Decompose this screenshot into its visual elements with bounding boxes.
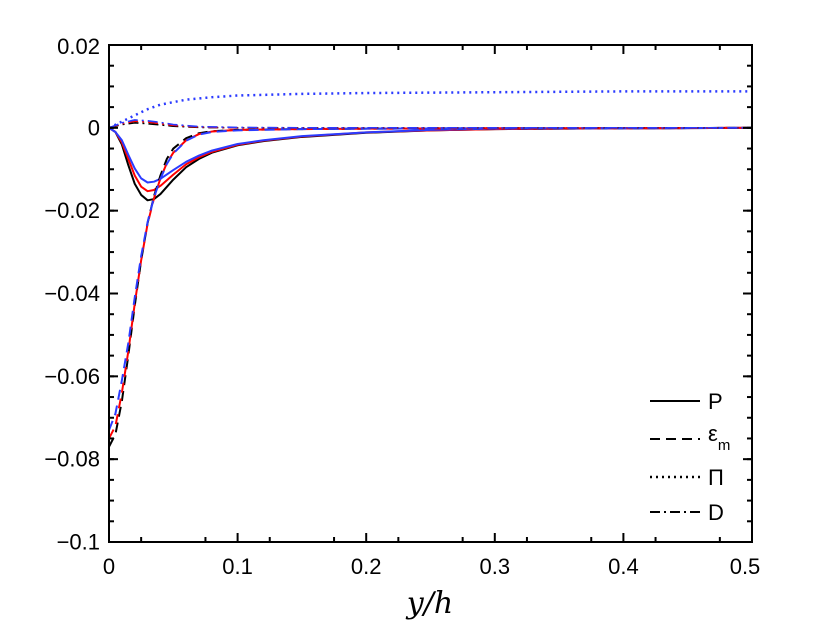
x-tick-labels: 0 0.1 0.2 0.3 0.4 0.5 <box>103 554 760 579</box>
legend-label-p: P <box>708 389 723 414</box>
y-tick-label: −0.08 <box>44 447 100 472</box>
x-tick-label: 0.1 <box>222 554 253 579</box>
y-tick-label: −0.02 <box>44 198 100 223</box>
y-tick-label: −0.06 <box>44 364 100 389</box>
y-tick-label: 0.02 <box>57 34 100 59</box>
series-line-dashdot-red <box>108 120 752 129</box>
series-line-dashdot-blue <box>108 119 752 129</box>
x-tick-label: 0 <box>103 554 115 579</box>
y-tick-label: −0.1 <box>57 530 100 555</box>
axis-ticks <box>108 44 753 543</box>
series-line-solid-black <box>108 126 753 202</box>
x-tick-label: 0.2 <box>351 554 382 579</box>
series-line-solid-red <box>108 126 753 193</box>
series-line-dashed-black <box>108 126 753 448</box>
legend: P εm Π D <box>650 389 730 525</box>
series-line-solid-blue <box>108 126 753 184</box>
legend-label-epsilon-m: εm <box>708 421 730 454</box>
series-line-dashed-blue <box>108 126 753 431</box>
x-tick-label: 0.4 <box>608 554 639 579</box>
legend-label-d: D <box>708 500 724 525</box>
plot-frame <box>108 44 753 543</box>
x-axis-title: y/h <box>405 586 453 621</box>
series-layer <box>108 90 753 448</box>
y-tick-label: −0.04 <box>44 281 100 306</box>
series-line-dashed-red <box>108 126 753 439</box>
x-tick-label: 0.3 <box>480 554 511 579</box>
y-tick-labels: −0.1 −0.08 −0.06 −0.04 −0.02 0 0.02 <box>44 34 100 555</box>
x-tick-label: 0.5 <box>730 554 761 579</box>
y-tick-label: 0 <box>88 115 100 140</box>
legend-label-pi: Π <box>708 465 724 490</box>
series-line-dotted-blue <box>108 90 752 129</box>
